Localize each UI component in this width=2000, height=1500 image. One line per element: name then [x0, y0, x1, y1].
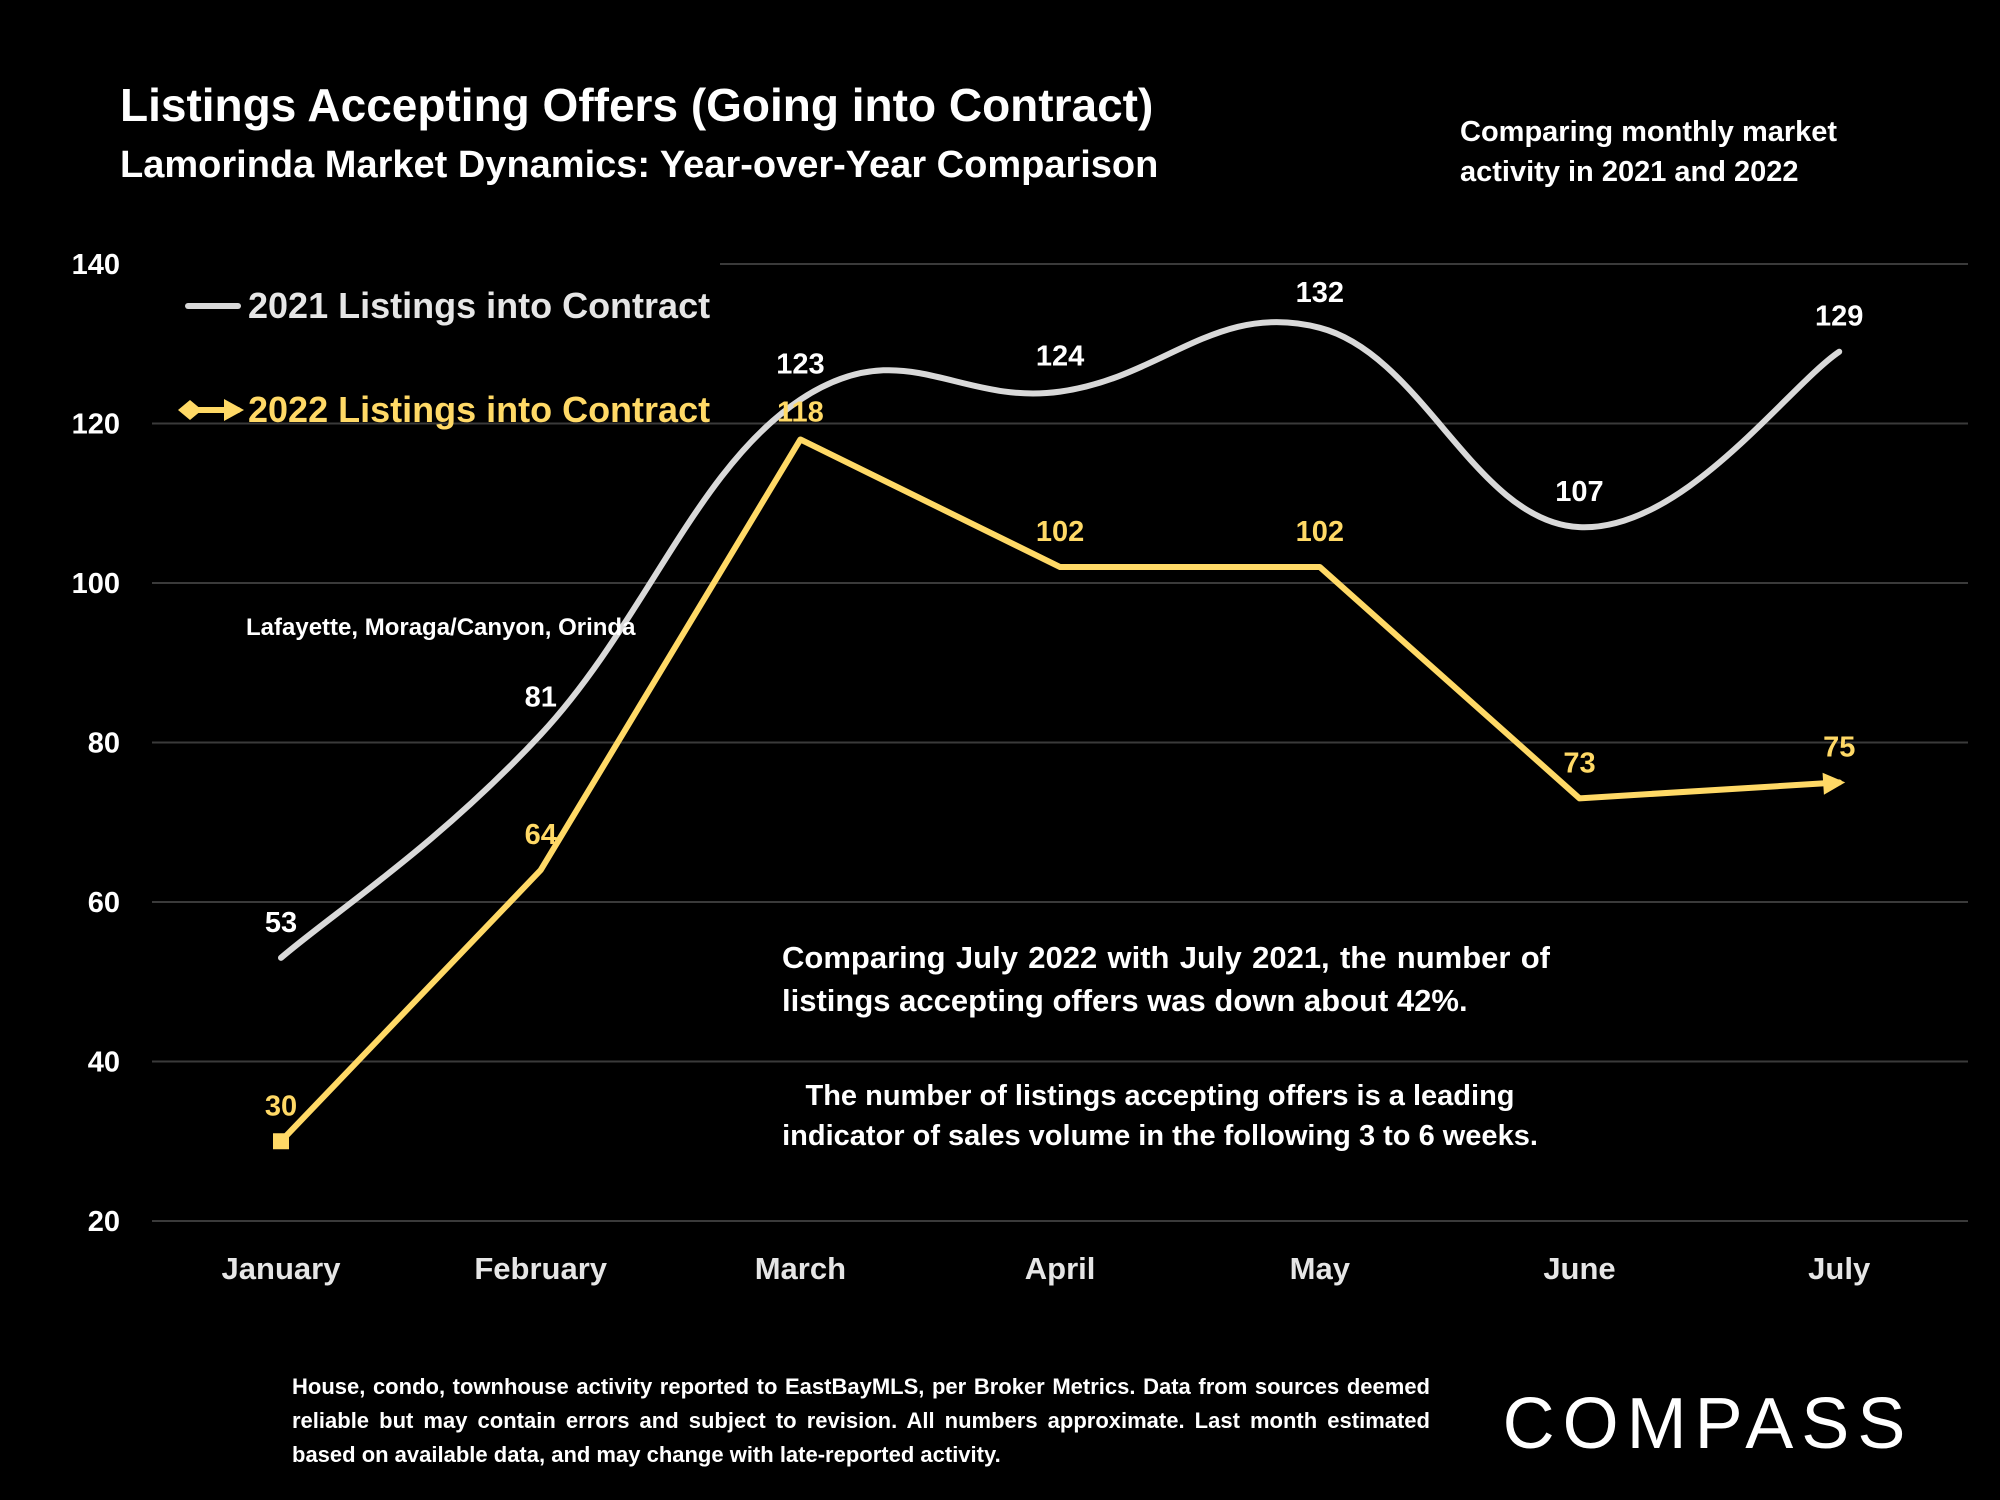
x-tick-label: April	[1025, 1251, 1096, 1286]
y-tick-label: 60	[88, 887, 120, 919]
data-labels: 53 81 123 124 132 107 129 30 64 118 102 102 73 75	[265, 277, 1864, 1122]
legend-label: 2022 Listings into Contract	[248, 389, 710, 430]
y-tick-label: 20	[88, 1206, 120, 1238]
y-tick-label: 40	[88, 1047, 120, 1079]
legend-arrow	[224, 399, 244, 421]
footnote: House, condo, townhouse activity reporte…	[292, 1374, 1430, 1467]
y-tick-label: 100	[72, 568, 120, 600]
data-label: 53	[265, 907, 297, 939]
chart-subtitle: Lamorinda Market Dynamics: Year-over-Yea…	[120, 144, 1159, 186]
data-label: 123	[776, 349, 824, 381]
x-tick-label: February	[474, 1251, 607, 1286]
legend-label: 2021 Listings into Contract	[248, 285, 710, 326]
x-tick-label: January	[222, 1251, 342, 1286]
data-label: 102	[1296, 516, 1344, 548]
legend-marker	[178, 400, 202, 420]
data-label: 64	[525, 819, 557, 851]
data-label: 75	[1823, 731, 1855, 763]
y-tick-label: 80	[88, 728, 120, 760]
x-tick-label: June	[1543, 1251, 1615, 1286]
series-line-2	[278, 436, 1843, 1145]
compass-logo-text: COMPASS	[1503, 1384, 1914, 1460]
series-line-1	[278, 319, 1843, 961]
series-end-arrow	[1822, 772, 1846, 795]
x-tick-label: March	[755, 1251, 846, 1286]
data-label: 132	[1296, 277, 1344, 309]
data-label: 30	[265, 1090, 297, 1122]
leading-indicator-annotation: The number of listings accepting offers …	[782, 1080, 1538, 1152]
x-tick-label: July	[1808, 1251, 1871, 1286]
comparison-annotation: Comparing July 2022 with July 2021, the …	[782, 940, 1550, 1018]
compass-logo: COMPASS	[1503, 1384, 1914, 1460]
series-start-marker	[273, 1133, 289, 1150]
data-label: 102	[1036, 516, 1084, 548]
data-label: 73	[1563, 747, 1595, 779]
data-label: 129	[1815, 301, 1863, 333]
series-lines	[273, 319, 1846, 1150]
x-axis-ticks: January February March April May June July	[222, 1251, 1871, 1286]
data-label: 81	[525, 682, 557, 714]
region-label: Lafayette, Moraga/Canyon, Orinda	[246, 614, 636, 641]
y-tick-label: 120	[72, 409, 120, 441]
data-label: 107	[1555, 476, 1603, 508]
chart-title: Listings Accepting Offers (Going into Co…	[120, 79, 1154, 131]
y-tick-label: 140	[72, 249, 120, 281]
data-label: 124	[1036, 341, 1084, 373]
gridlines	[152, 263, 1968, 1222]
y-axis-ticks: 20 40 60 80 100 120 140	[72, 249, 120, 1238]
side-note: Comparing monthly market activity in 202…	[1460, 116, 1838, 188]
legend: 2021 Listings into Contract 2022 Listings…	[178, 285, 710, 430]
data-label: 118	[777, 396, 824, 428]
x-tick-label: May	[1290, 1251, 1351, 1286]
